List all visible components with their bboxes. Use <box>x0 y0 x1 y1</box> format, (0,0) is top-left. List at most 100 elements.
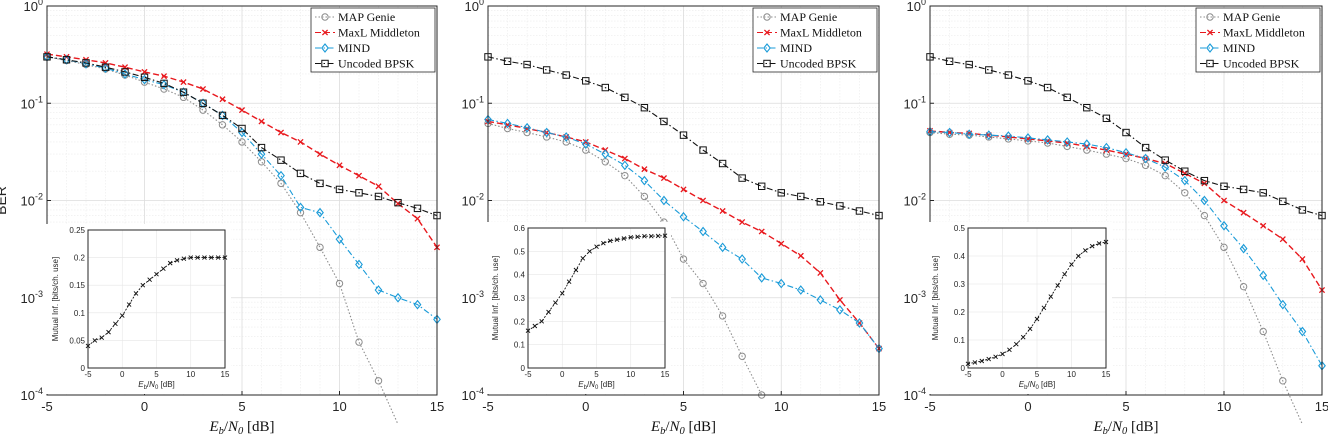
data-point <box>126 302 132 307</box>
data-point <box>836 296 843 303</box>
legend-box <box>752 7 878 73</box>
data-point <box>985 66 993 74</box>
data-point <box>581 139 590 149</box>
data-point <box>316 179 324 188</box>
data-point <box>154 271 159 277</box>
inset-y-tick-label: 0.05 <box>69 336 85 345</box>
data-point <box>777 278 786 289</box>
inset-y-axis-label: Mutual Inf. [bits/ch. use] <box>931 256 940 340</box>
data-point <box>587 249 592 254</box>
data-point <box>758 228 765 235</box>
data-point <box>218 111 227 120</box>
x-tick-label: -5 <box>41 399 53 414</box>
legend-entry: MIND <box>338 41 370 55</box>
data-point <box>699 279 707 288</box>
data-point <box>972 360 978 365</box>
inset-y-tick-label: 0.2 <box>74 254 86 263</box>
data-point <box>1298 206 1307 214</box>
data-point <box>778 240 785 247</box>
data-point <box>1161 171 1169 180</box>
data-point <box>640 103 649 112</box>
data-point <box>582 77 590 85</box>
data-point <box>1180 175 1189 186</box>
data-point <box>1259 189 1267 197</box>
y-tick-label: 10-3 <box>904 289 926 306</box>
x-tick-label: 10 <box>332 399 346 414</box>
series-line <box>46 56 438 217</box>
data-point <box>1096 241 1102 246</box>
y-tick-label: 10-2 <box>21 192 43 209</box>
x-tick-label: 10 <box>1217 399 1231 414</box>
data-point <box>758 182 766 190</box>
data-point <box>763 29 771 36</box>
y-tick-label: 100 <box>24 0 43 14</box>
inset-x-axis-label: Eb/N0 [dB] <box>578 380 615 391</box>
data-point <box>140 73 149 81</box>
data-point <box>1181 167 1189 175</box>
data-point <box>621 93 629 102</box>
inset-x-tick-label: 15 <box>1102 370 1111 379</box>
inset-y-tick-label: 0 <box>521 364 526 373</box>
data-point <box>562 71 570 79</box>
data-point <box>1206 59 1214 68</box>
data-point <box>62 56 71 64</box>
data-point <box>699 197 707 204</box>
inset-x-tick-label: 10 <box>186 370 195 379</box>
data-point <box>277 170 285 181</box>
data-point <box>523 60 531 69</box>
data-point <box>642 233 647 239</box>
inset-x-tick-label: -5 <box>84 370 92 379</box>
data-point <box>1259 327 1267 336</box>
data-point <box>202 255 207 260</box>
data-point <box>797 252 804 259</box>
inset-y-tick-label: 0.4 <box>954 252 966 261</box>
data-point <box>1020 334 1026 340</box>
x-tick-label: 15 <box>872 399 886 414</box>
data-point <box>640 175 649 186</box>
data-point <box>699 146 707 154</box>
data-point <box>993 354 998 360</box>
data-point <box>1089 243 1095 249</box>
x-tick-label: 0 <box>141 399 148 414</box>
data-point <box>1069 262 1074 267</box>
data-point <box>979 358 985 364</box>
inset-background <box>486 222 671 394</box>
data-point <box>1239 185 1248 194</box>
data-point <box>335 185 344 194</box>
x-tick-label: -5 <box>482 399 494 414</box>
data-point <box>208 255 214 260</box>
inset-y-tick-label: 0.5 <box>514 247 526 256</box>
data-point <box>1279 236 1286 243</box>
inset-x-tick-label: 0 <box>1000 370 1005 379</box>
x-tick-label: 15 <box>430 399 444 414</box>
data-point <box>335 234 344 245</box>
data-point <box>1063 93 1071 102</box>
data-point <box>601 149 610 159</box>
data-point <box>660 195 668 206</box>
data-point <box>92 338 98 343</box>
y-tick-label: 10-2 <box>462 192 484 209</box>
x-tick-label: 5 <box>680 399 687 414</box>
data-point <box>738 174 746 182</box>
data-point <box>532 323 538 329</box>
data-point <box>582 138 589 146</box>
y-axis-label: BER <box>0 186 9 215</box>
data-point <box>102 59 109 66</box>
data-point <box>1206 13 1214 21</box>
x-tick-label: 10 <box>774 399 788 414</box>
data-point <box>640 192 649 201</box>
data-point <box>635 234 640 240</box>
data-point <box>738 254 747 264</box>
data-point <box>601 240 606 246</box>
data-point <box>1024 133 1032 143</box>
data-point <box>1083 103 1091 112</box>
inset-y-axis-label: Mutual Inf. [bits/ch. use] <box>51 257 60 341</box>
data-point <box>1279 377 1287 385</box>
data-point <box>1200 211 1209 220</box>
data-point <box>355 338 363 346</box>
inset-x-tick-label: -5 <box>524 370 532 379</box>
x-tick-label: -5 <box>924 399 936 414</box>
data-point <box>167 260 173 266</box>
inset-x-axis-label: Eb/N0 [dB] <box>138 380 175 391</box>
data-point <box>1102 142 1111 153</box>
